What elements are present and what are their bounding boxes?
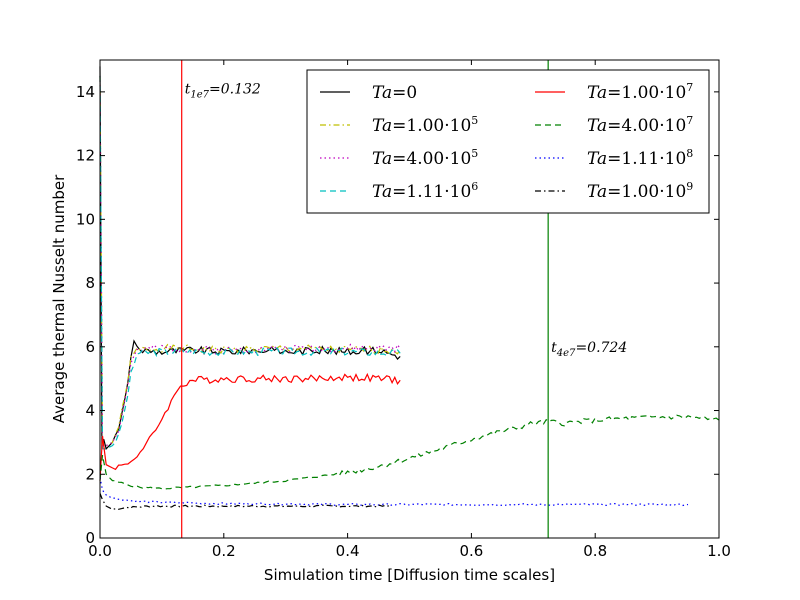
y-tick-label: 14 xyxy=(76,83,95,101)
series-line-ta-4-00e7 xyxy=(99,414,720,490)
y-tick-label: 6 xyxy=(85,338,95,356)
vline-annotation: t1e7=0.132 xyxy=(185,82,261,101)
legend-box xyxy=(306,69,710,214)
y-axis-label: Average thermal Nusselt number xyxy=(50,174,68,423)
y-tick-label: 12 xyxy=(76,147,95,165)
y-tick-label: 0 xyxy=(85,529,95,547)
legend-label: Ta=1.00·105 xyxy=(372,114,478,136)
x-tick-label: 0.8 xyxy=(583,542,607,560)
legend: Ta=0 Ta=1.00·107 Ta=1.00·105 Ta=4.00·107 Ta=… xyxy=(306,69,710,214)
vline-annotation: t4e7=0.724 xyxy=(551,340,627,359)
x-tick-label: 0.2 xyxy=(212,542,236,560)
y-tick-label: 2 xyxy=(85,465,95,483)
series-line-ta-1-11e8 xyxy=(99,477,689,507)
series-line-ta-1-00e7 xyxy=(99,372,401,481)
series-line-ta-1-00e5 xyxy=(99,75,401,447)
legend-label: Ta=4.00·105 xyxy=(372,147,478,169)
legend-label: Ta=4.00·107 xyxy=(587,114,693,136)
legend-label: Ta=1.00·109 xyxy=(587,180,693,202)
y-tick-label: 8 xyxy=(85,274,95,292)
tick-layer: 0.0 0.2 0.4 0.6 0.8 1.0 0 2 4 6 8 10 12 14 xyxy=(76,60,731,560)
series-line-ta-1-00e9 xyxy=(99,493,391,510)
legend-label: Ta=1.11·106 xyxy=(372,180,478,202)
legend-label: Ta=0 xyxy=(372,83,417,103)
plot-frame xyxy=(99,59,720,539)
x-tick-label: 1.0 xyxy=(707,542,731,560)
x-tick-label: 0.4 xyxy=(336,542,360,560)
y-tick-label: 4 xyxy=(85,402,95,420)
series-layer xyxy=(99,66,720,510)
legend-label: Ta=1.11·108 xyxy=(587,147,693,169)
x-tick-label: 0.0 xyxy=(88,542,112,560)
x-axis-label: Simulation time [Diffusion time scales] xyxy=(264,566,555,584)
y-tick-label: 10 xyxy=(76,210,95,228)
series-line-ta-1-11e6 xyxy=(99,75,401,450)
x-tick-label: 0.6 xyxy=(459,542,483,560)
legend-label: Ta=1.00·107 xyxy=(587,81,693,103)
